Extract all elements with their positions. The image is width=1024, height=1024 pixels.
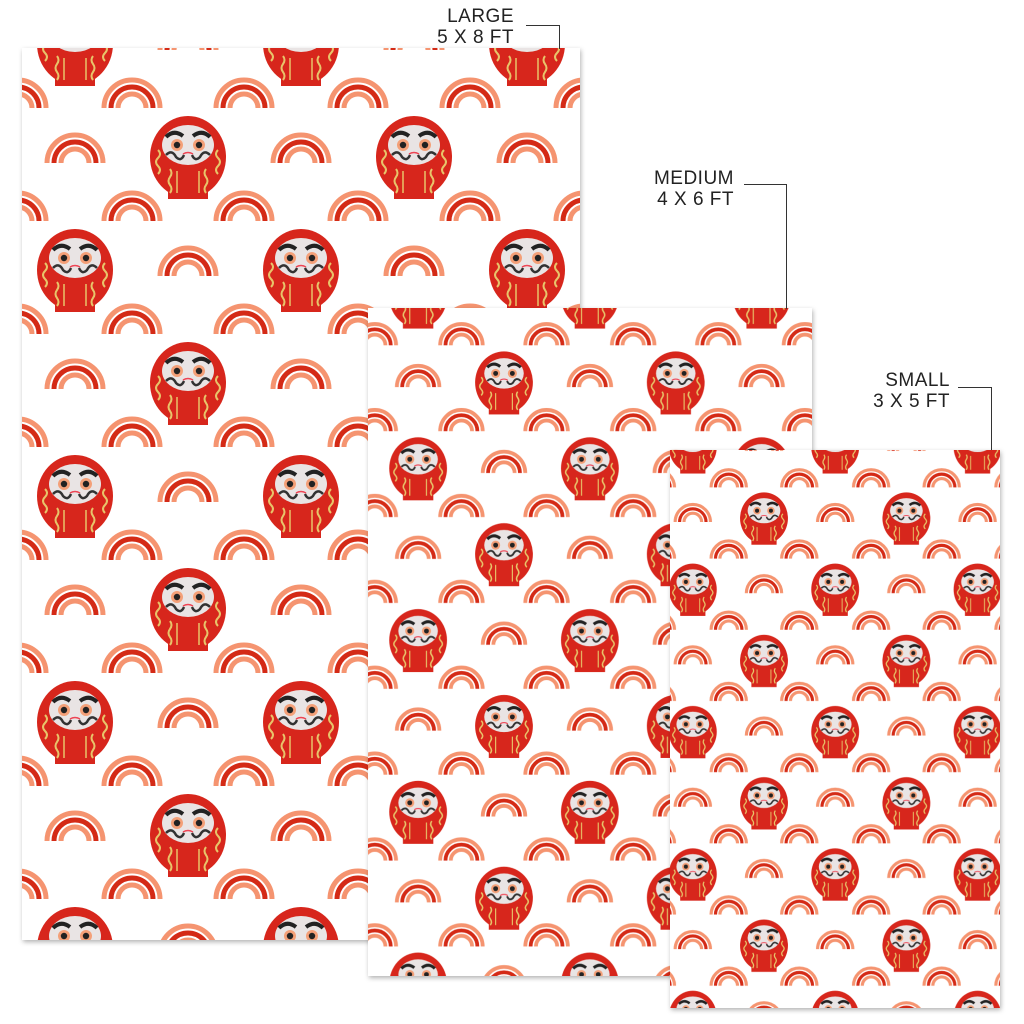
- size-name: LARGE: [447, 6, 514, 27]
- size-name: SMALL: [885, 370, 950, 391]
- leader-line-small: [958, 387, 992, 388]
- label-large: LARGE 5 X 8 FT: [437, 6, 514, 48]
- leader-line-large-v: [559, 25, 560, 49]
- size-dims: 3 X 5 FT: [873, 391, 950, 412]
- label-small: SMALL 3 X 5 FT: [873, 370, 950, 412]
- rug-small: [670, 450, 1000, 1008]
- label-medium: MEDIUM 4 X 6 FT: [654, 168, 734, 210]
- size-dims: 4 X 6 FT: [657, 189, 734, 210]
- leader-line-medium: [744, 184, 787, 185]
- leader-line-large: [526, 25, 560, 26]
- size-name: MEDIUM: [653, 168, 734, 189]
- leader-line-medium-v: [786, 184, 787, 309]
- leader-line-small-v: [991, 387, 992, 450]
- size-dims: 5 X 8 FT: [437, 27, 514, 48]
